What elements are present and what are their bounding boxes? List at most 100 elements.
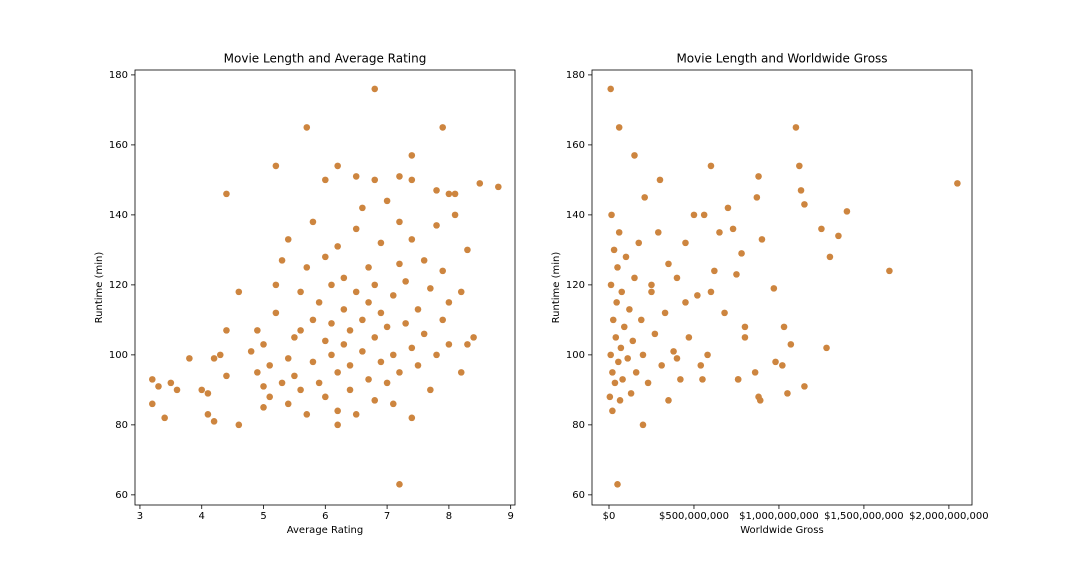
x-tick-label: 5 xyxy=(260,511,266,522)
point xyxy=(835,232,842,240)
point xyxy=(626,306,633,313)
point xyxy=(359,316,366,324)
point xyxy=(622,253,630,261)
point xyxy=(322,253,329,261)
point xyxy=(741,323,749,331)
point xyxy=(389,400,397,408)
point xyxy=(260,404,267,411)
point xyxy=(451,211,459,219)
point xyxy=(796,162,803,170)
point xyxy=(673,274,681,282)
x-tick-label: 3 xyxy=(137,511,143,522)
point xyxy=(631,274,638,282)
point xyxy=(359,204,366,212)
point xyxy=(780,323,788,331)
point xyxy=(371,334,379,341)
point xyxy=(758,236,766,243)
point xyxy=(204,411,212,418)
point xyxy=(637,316,645,324)
point xyxy=(699,376,706,383)
point xyxy=(607,351,614,359)
y-tick-label: 80 xyxy=(115,420,128,431)
point xyxy=(297,327,304,334)
x-tick-label: 9 xyxy=(507,511,513,522)
point xyxy=(278,379,286,387)
x-tick-label: 7 xyxy=(384,511,390,522)
point xyxy=(322,176,329,184)
point xyxy=(470,334,477,341)
point xyxy=(216,351,224,359)
point xyxy=(297,288,304,296)
point xyxy=(707,288,715,296)
point xyxy=(772,358,779,366)
point xyxy=(396,173,403,180)
point xyxy=(167,379,175,387)
point xyxy=(371,85,379,93)
point xyxy=(266,362,273,369)
x-tick-label: 6 xyxy=(322,511,328,522)
point xyxy=(801,383,808,390)
point xyxy=(377,239,385,247)
point xyxy=(420,330,428,338)
point xyxy=(439,316,447,324)
point xyxy=(427,386,434,394)
point xyxy=(223,327,230,334)
point xyxy=(464,341,471,348)
point xyxy=(346,362,354,369)
point xyxy=(340,306,348,313)
point xyxy=(402,320,409,327)
point xyxy=(607,85,614,93)
point xyxy=(334,243,341,250)
point xyxy=(609,369,616,376)
point xyxy=(328,281,335,289)
point xyxy=(383,197,391,205)
point xyxy=(309,358,317,366)
y-tick-label: 80 xyxy=(572,420,585,431)
point xyxy=(161,414,168,422)
point xyxy=(613,299,620,306)
point xyxy=(445,341,453,348)
point xyxy=(408,344,416,352)
point xyxy=(658,362,665,369)
point xyxy=(334,407,341,415)
point xyxy=(402,278,409,285)
point xyxy=(615,358,622,366)
point xyxy=(779,362,786,369)
point xyxy=(186,355,193,362)
point xyxy=(716,229,723,236)
point xyxy=(656,176,664,184)
point xyxy=(198,386,206,394)
point xyxy=(334,421,341,429)
point xyxy=(272,281,280,289)
point xyxy=(823,344,830,352)
point xyxy=(365,299,372,306)
point xyxy=(272,309,280,317)
point xyxy=(631,152,638,159)
point xyxy=(371,176,379,184)
point xyxy=(414,362,422,369)
point xyxy=(755,173,762,180)
x-axis-label: Worldwide Gross xyxy=(740,525,823,536)
point xyxy=(377,309,385,317)
y-tick-label: 180 xyxy=(109,70,128,81)
point xyxy=(352,225,360,233)
x-tick-label: $0 xyxy=(603,511,616,522)
point xyxy=(665,260,672,268)
point xyxy=(334,369,341,376)
point xyxy=(770,285,778,292)
point xyxy=(610,246,618,254)
point xyxy=(495,183,502,191)
x-tick-label: 4 xyxy=(199,511,205,522)
point xyxy=(309,218,317,226)
point xyxy=(682,299,689,306)
point xyxy=(254,327,261,334)
x-tick-label: $500,000,000 xyxy=(659,511,729,522)
y-tick-label: 120 xyxy=(566,280,585,291)
point xyxy=(408,176,416,184)
point xyxy=(297,386,304,394)
x-tick-label: $1,000,000,000 xyxy=(739,511,819,522)
point xyxy=(377,358,385,366)
point xyxy=(724,204,732,212)
point xyxy=(721,309,728,317)
point xyxy=(359,348,366,355)
